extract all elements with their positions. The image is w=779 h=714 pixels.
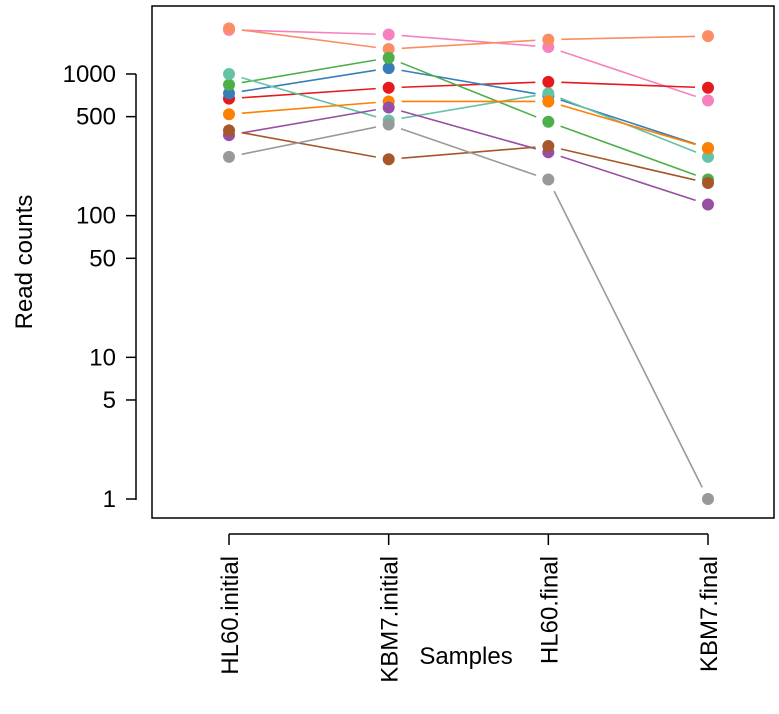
data-point <box>702 493 714 505</box>
data-point <box>223 108 235 121</box>
series-line-segment <box>241 101 376 114</box>
y-tick-label: 1000 <box>63 61 116 88</box>
data-point <box>542 140 555 153</box>
x-tick-label: HL60.initial <box>217 556 244 675</box>
data-point <box>702 150 714 163</box>
data-point <box>223 87 235 100</box>
x-tick-label: HL60.final <box>536 556 563 664</box>
data-point <box>542 95 555 108</box>
plot-frame <box>151 5 775 519</box>
y-tick-label: 1 <box>103 486 116 513</box>
data-point <box>702 177 714 190</box>
data-point <box>223 78 235 91</box>
data-point <box>223 22 235 35</box>
x-tick-label: KBM7.final <box>696 556 723 672</box>
series-line-segment <box>560 50 696 98</box>
y-tick-label: 5 <box>103 387 116 414</box>
series-line-segment <box>401 81 536 89</box>
y-tick-label: 100 <box>76 203 116 230</box>
series-line-segment <box>241 59 376 84</box>
series-line-segment <box>401 34 536 47</box>
series-line-segment <box>400 127 537 177</box>
data-point <box>382 101 395 114</box>
x-axis-ticks: HL60.initial KBM7.initial HL60.final KBM7.f… <box>217 534 723 683</box>
series-line-segment <box>561 35 696 41</box>
series-line-segment <box>560 148 696 181</box>
series-lines <box>241 29 703 488</box>
data-point <box>542 75 555 88</box>
y-tick-label: 50 <box>89 245 116 272</box>
data-point <box>702 81 714 94</box>
data-point <box>702 142 714 155</box>
data-point <box>382 62 395 75</box>
series-line-segment <box>400 61 537 118</box>
series-line-segment <box>553 190 703 488</box>
x-axis-title: Samples <box>419 643 512 670</box>
data-point <box>223 68 235 80</box>
y-axis-ticks: 1 5 10 50 100 500 1000 <box>63 61 136 513</box>
data-point <box>702 30 714 43</box>
series-line-segment <box>560 155 696 202</box>
series-line-segment <box>241 29 376 49</box>
x-tick-label: KBM7.initial <box>377 556 404 683</box>
data-point <box>382 81 395 94</box>
data-point <box>702 94 714 107</box>
data-point <box>382 118 395 131</box>
series-line-segment <box>560 104 696 146</box>
series-line-segment <box>241 76 377 118</box>
data-point <box>382 51 395 64</box>
series-line-segment <box>560 125 697 176</box>
series-line-segment <box>241 131 377 158</box>
data-point <box>223 150 235 163</box>
series-line-segment <box>401 69 536 95</box>
series-line-segment <box>401 39 536 50</box>
series-line-segment <box>401 94 536 120</box>
data-point <box>382 153 395 166</box>
data-point <box>382 28 395 41</box>
data-point <box>223 124 235 137</box>
series-points <box>223 22 714 505</box>
y-tick-label: 10 <box>89 344 116 371</box>
series-line-segment <box>400 110 537 150</box>
y-axis-title: Read counts <box>11 195 38 330</box>
data-point <box>702 198 714 211</box>
y-tick-label: 500 <box>76 104 116 131</box>
series-line-segment <box>241 87 376 99</box>
data-point <box>542 115 555 128</box>
series-line-segment <box>561 81 696 89</box>
data-point <box>542 173 555 186</box>
data-point <box>542 33 555 46</box>
data-point <box>382 43 395 56</box>
series-line-segment <box>241 29 376 35</box>
series-line-segment <box>241 126 377 156</box>
series-line-segment <box>241 108 376 134</box>
series-line-segment <box>241 69 376 93</box>
